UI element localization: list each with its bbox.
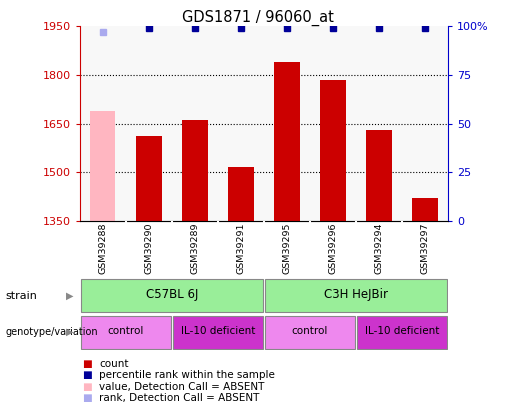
Bar <box>173 316 263 348</box>
Text: C57BL 6J: C57BL 6J <box>146 288 198 301</box>
Text: count: count <box>99 359 128 369</box>
Text: control: control <box>108 326 144 337</box>
Text: GSM39294: GSM39294 <box>374 222 384 274</box>
Text: GSM39297: GSM39297 <box>421 222 430 274</box>
Text: GSM39296: GSM39296 <box>329 222 337 274</box>
Text: rank, Detection Call = ABSENT: rank, Detection Call = ABSENT <box>99 393 259 403</box>
Text: GSM39288: GSM39288 <box>98 222 107 274</box>
Text: genotype/variation: genotype/variation <box>5 327 98 337</box>
Text: control: control <box>292 326 328 337</box>
Bar <box>90 111 115 221</box>
Text: ▶: ▶ <box>66 327 73 337</box>
Text: GSM39295: GSM39295 <box>282 222 291 274</box>
Text: ■: ■ <box>82 359 92 369</box>
Bar <box>182 120 208 221</box>
Text: GDS1871 / 96060_at: GDS1871 / 96060_at <box>182 10 333 26</box>
Bar <box>357 316 447 348</box>
Bar <box>265 316 355 348</box>
Bar <box>81 279 263 312</box>
Bar <box>265 279 447 312</box>
Text: GSM39289: GSM39289 <box>191 222 199 274</box>
Text: C3H HeJBir: C3H HeJBir <box>324 288 388 301</box>
Text: IL-10 deficient: IL-10 deficient <box>181 326 255 337</box>
Text: percentile rank within the sample: percentile rank within the sample <box>99 370 275 380</box>
Text: ■: ■ <box>82 370 92 380</box>
Bar <box>81 316 170 348</box>
Text: strain: strain <box>5 291 37 301</box>
Text: GSM39290: GSM39290 <box>144 222 153 274</box>
Bar <box>136 136 162 221</box>
Text: ■: ■ <box>82 393 92 403</box>
Text: ■: ■ <box>82 382 92 392</box>
Text: GSM39291: GSM39291 <box>236 222 246 274</box>
Text: ▶: ▶ <box>66 291 73 301</box>
Text: IL-10 deficient: IL-10 deficient <box>365 326 439 337</box>
Bar <box>366 130 392 221</box>
Bar <box>274 62 300 221</box>
Bar <box>228 167 253 221</box>
Bar <box>320 80 346 221</box>
Bar <box>413 198 438 221</box>
Text: value, Detection Call = ABSENT: value, Detection Call = ABSENT <box>99 382 264 392</box>
